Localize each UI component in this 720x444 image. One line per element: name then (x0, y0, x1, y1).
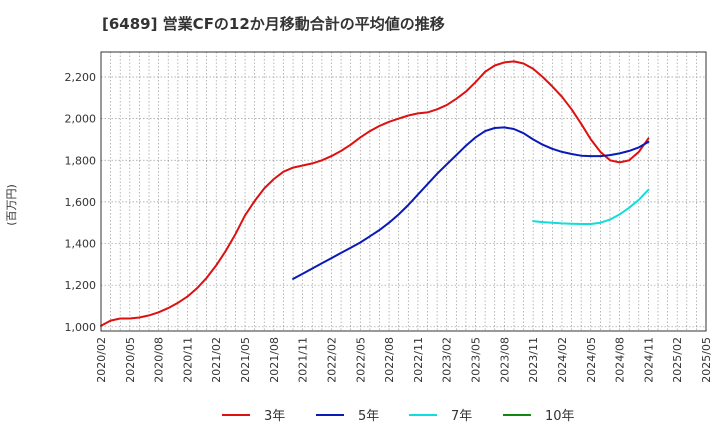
grid-layer (100, 52, 707, 331)
series-line-7年 (532, 188, 650, 225)
y-tick-labels: 1,000 1,200 1,400 1,600 1,800 2,000 2,200 (65, 71, 97, 334)
x-tick-label: 2023/11 (527, 337, 540, 383)
legend-label: 5年 (358, 409, 379, 424)
x-tick-label: 2020/05 (124, 337, 137, 383)
y-tick-label: 1,600 (65, 196, 97, 209)
y-tick-label: 1,200 (65, 279, 97, 292)
x-tick-label: 2024/02 (556, 337, 569, 383)
chart-title: [6489] 営業CFの12か月移動合計の平均値の推移 (102, 15, 445, 33)
x-tick-label: 2024/11 (642, 337, 655, 383)
x-tick-label: 2021/02 (210, 337, 223, 383)
y-axis-label: (百万円) (5, 184, 18, 226)
x-tick-label: 2023/08 (498, 337, 511, 383)
x-tick-label: 2021/08 (268, 337, 281, 383)
x-tick-label: 2020/02 (95, 337, 108, 383)
x-tick-label: 2024/08 (614, 337, 627, 383)
x-tick-label: 2021/05 (239, 337, 252, 383)
legend-label: 3年 (264, 409, 285, 424)
legend: 3年 5年 7年 10年 (222, 409, 575, 424)
legend-label: 10年 (545, 409, 575, 424)
x-tick-label: 2020/08 (153, 337, 166, 383)
x-tick-label: 2020/11 (181, 337, 194, 383)
y-tick-label: 1,000 (65, 321, 97, 334)
x-tick-label: 2023/02 (441, 337, 454, 383)
y-tick-label: 2,000 (65, 113, 97, 126)
x-tick-label: 2025/02 (671, 337, 684, 383)
y-tick-label: 1,400 (65, 238, 97, 251)
x-tick-label: 2021/11 (297, 337, 310, 383)
x-tick-label: 2022/05 (354, 337, 367, 383)
x-tick-label: 2024/05 (585, 337, 598, 383)
legend-label: 7年 (451, 409, 472, 424)
x-tick-label: 2022/08 (383, 337, 396, 383)
x-tick-label: 2022/02 (325, 337, 338, 383)
y-tick-label: 1,800 (65, 154, 97, 167)
x-tick-label: 2022/11 (412, 337, 425, 383)
x-tick-labels: 2020/02 2020/05 2020/08 2020/11 2021/02 2021/… (95, 337, 713, 383)
series-line-5年 (292, 126, 650, 280)
plot-frame (100, 51, 707, 332)
x-tick-label: 2025/05 (700, 337, 713, 383)
x-tick-label: 2023/05 (470, 337, 483, 383)
series-line-3年 (100, 60, 650, 327)
y-tick-label: 2,200 (65, 71, 97, 84)
series-layer (100, 60, 650, 327)
